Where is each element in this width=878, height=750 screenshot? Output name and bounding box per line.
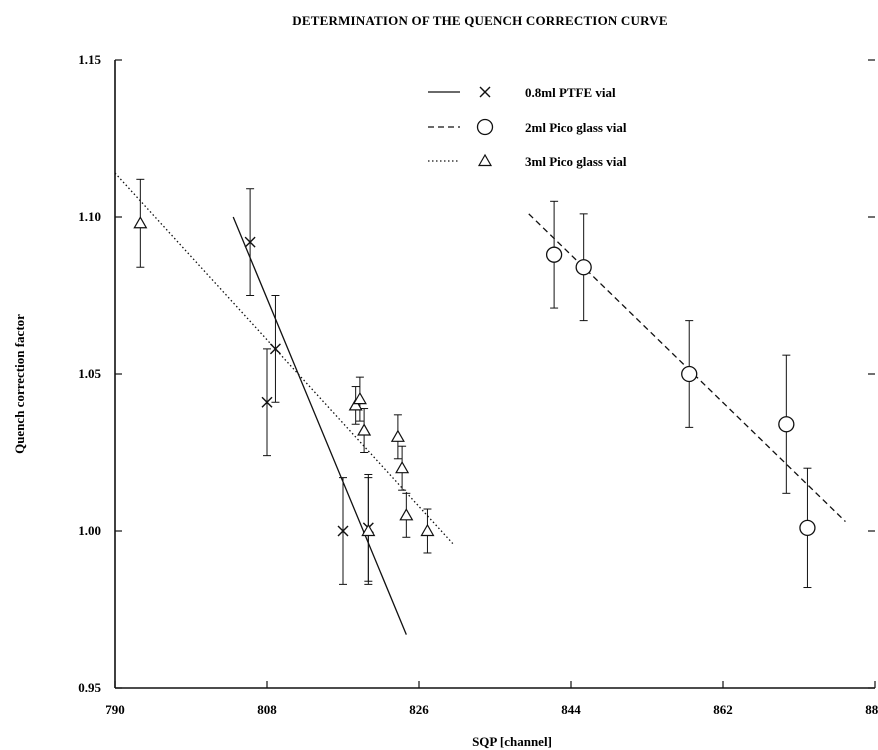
x-axis-label: SQP [channel] [472, 734, 552, 749]
x-tick-label: 826 [409, 702, 429, 717]
legend-marker-2ml-pico-glass-vial [476, 118, 494, 136]
legend-label-3ml-pico-glass-vial: 3ml Pico glass vial [525, 154, 627, 169]
fit-line-0-8ml-ptfe-vial [232, 216, 407, 635]
plot-frame [114, 60, 875, 689]
marker-stroke [244, 236, 256, 248]
legend-label-0-8ml-ptfe-vial: 0.8ml PTFE vial [525, 85, 616, 100]
legend: 0.8ml PTFE vial 2ml Pico glass vial 3ml Pi… [428, 85, 627, 169]
marker-stroke [479, 86, 491, 98]
legend-marker-3ml-pico-glass-vial [477, 153, 493, 167]
data-point-3ml-pico-glass-vial [390, 429, 405, 442]
y-axis-label: Quench correction factor [12, 314, 27, 454]
y-tick-label: 1.05 [78, 366, 101, 381]
y-tick-label: 1.10 [78, 209, 101, 224]
fit-lines [114, 172, 846, 635]
y-tick-label: 0.95 [78, 680, 101, 695]
x-tick-label: 808 [257, 702, 277, 717]
data-point-0-8ml-ptfe-vial [261, 396, 273, 408]
y-tick-label: 1.15 [78, 52, 101, 67]
x-tick-label: 790 [105, 702, 125, 717]
data-point-2ml-pico-glass-vial [545, 246, 563, 263]
data-point-3ml-pico-glass-vial [357, 423, 372, 436]
data-point-3ml-pico-glass-vial [420, 523, 435, 537]
legend-label-2ml-pico-glass-vial: 2ml Pico glass vial [525, 120, 627, 135]
marker-stroke [261, 396, 273, 408]
y-tick-label: 1.00 [78, 523, 101, 538]
x-tick-label: 844 [561, 702, 581, 717]
data-point-3ml-pico-glass-vial [361, 523, 376, 537]
data-point-2ml-pico-glass-vial [575, 259, 592, 276]
data-point-2ml-pico-glass-vial [681, 365, 698, 383]
x-tick-label: 880 [865, 702, 878, 717]
chart-title: DETERMINATION OF THE QUENCH CORRECTION C… [292, 13, 667, 28]
data-point-3ml-pico-glass-vial [348, 398, 363, 411]
y-axis-ticks: 0.95 1.00 1.05 1.10 1.15 [78, 52, 875, 695]
legend-marker-0-8ml-ptfe-vial [479, 86, 491, 98]
data-markers [133, 216, 816, 537]
data-point-0-8ml-ptfe-vial [337, 525, 349, 537]
x-axis-ticks: 790 808 826 844 862 880 [105, 681, 878, 717]
data-point-0-8ml-ptfe-vial [244, 236, 256, 248]
data-point-0-8ml-ptfe-vial [269, 343, 281, 355]
x-tick-label: 862 [713, 702, 733, 717]
data-point-3ml-pico-glass-vial [352, 391, 367, 405]
error-bars [136, 178, 812, 589]
marker-stroke [337, 525, 349, 537]
data-point-2ml-pico-glass-vial [799, 519, 816, 537]
data-point-3ml-pico-glass-vial [133, 216, 148, 229]
data-point-3ml-pico-glass-vial [399, 508, 414, 521]
data-point-2ml-pico-glass-vial [778, 416, 795, 433]
marker-stroke [269, 343, 281, 355]
data-point-3ml-pico-glass-vial [395, 460, 410, 474]
